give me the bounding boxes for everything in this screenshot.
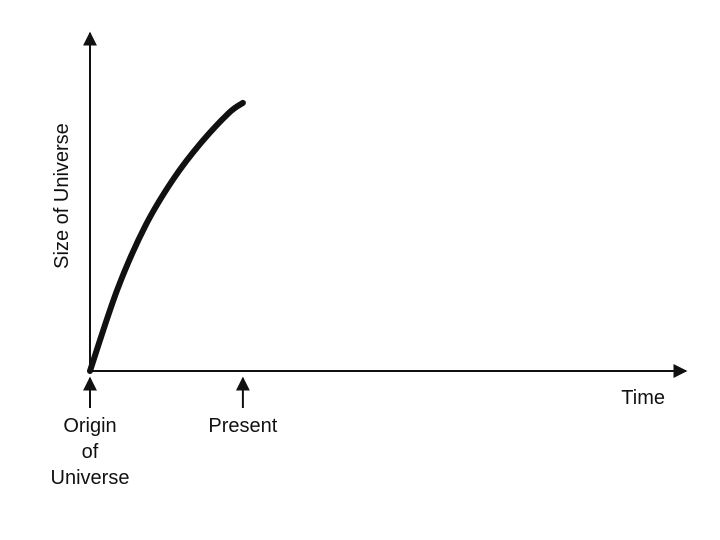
series-line — [87, 99, 246, 374]
annotation-label: Origin — [63, 415, 116, 437]
annotation-label: Universe — [51, 467, 130, 489]
x-axis-label: Time — [621, 387, 665, 409]
annotation-label: of — [82, 441, 99, 463]
annotation-label: Present — [208, 415, 277, 437]
y-axis-label: Size of Universe — [51, 123, 73, 269]
annotations: Origin of Universe Present — [51, 376, 278, 489]
